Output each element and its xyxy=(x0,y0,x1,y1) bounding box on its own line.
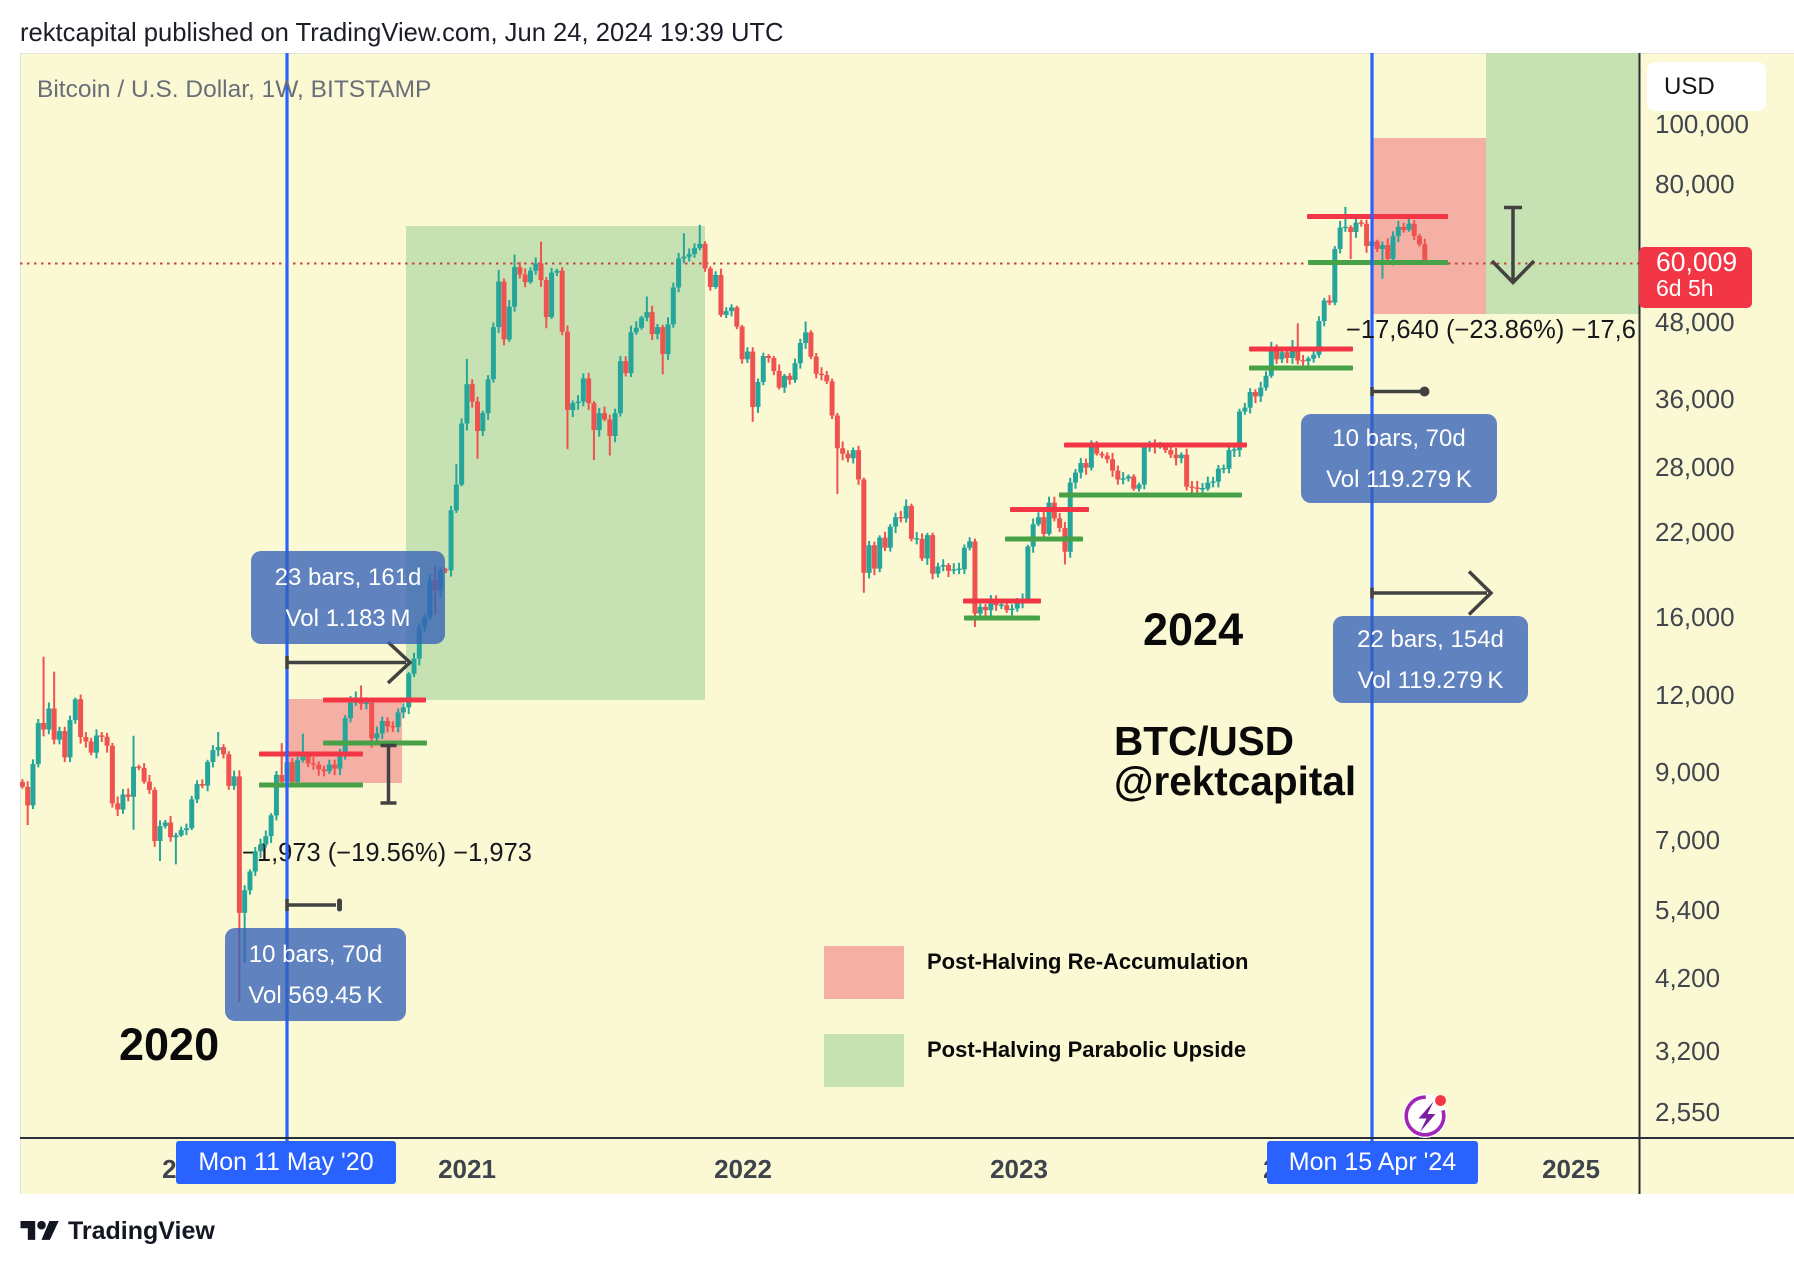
svg-text:−17,640 (−23.86%) −17,6: −17,640 (−23.86%) −17,6 xyxy=(1346,316,1636,344)
svg-text:−1,973 (−19.56%) −1,973: −1,973 (−19.56%) −1,973 xyxy=(242,839,532,867)
